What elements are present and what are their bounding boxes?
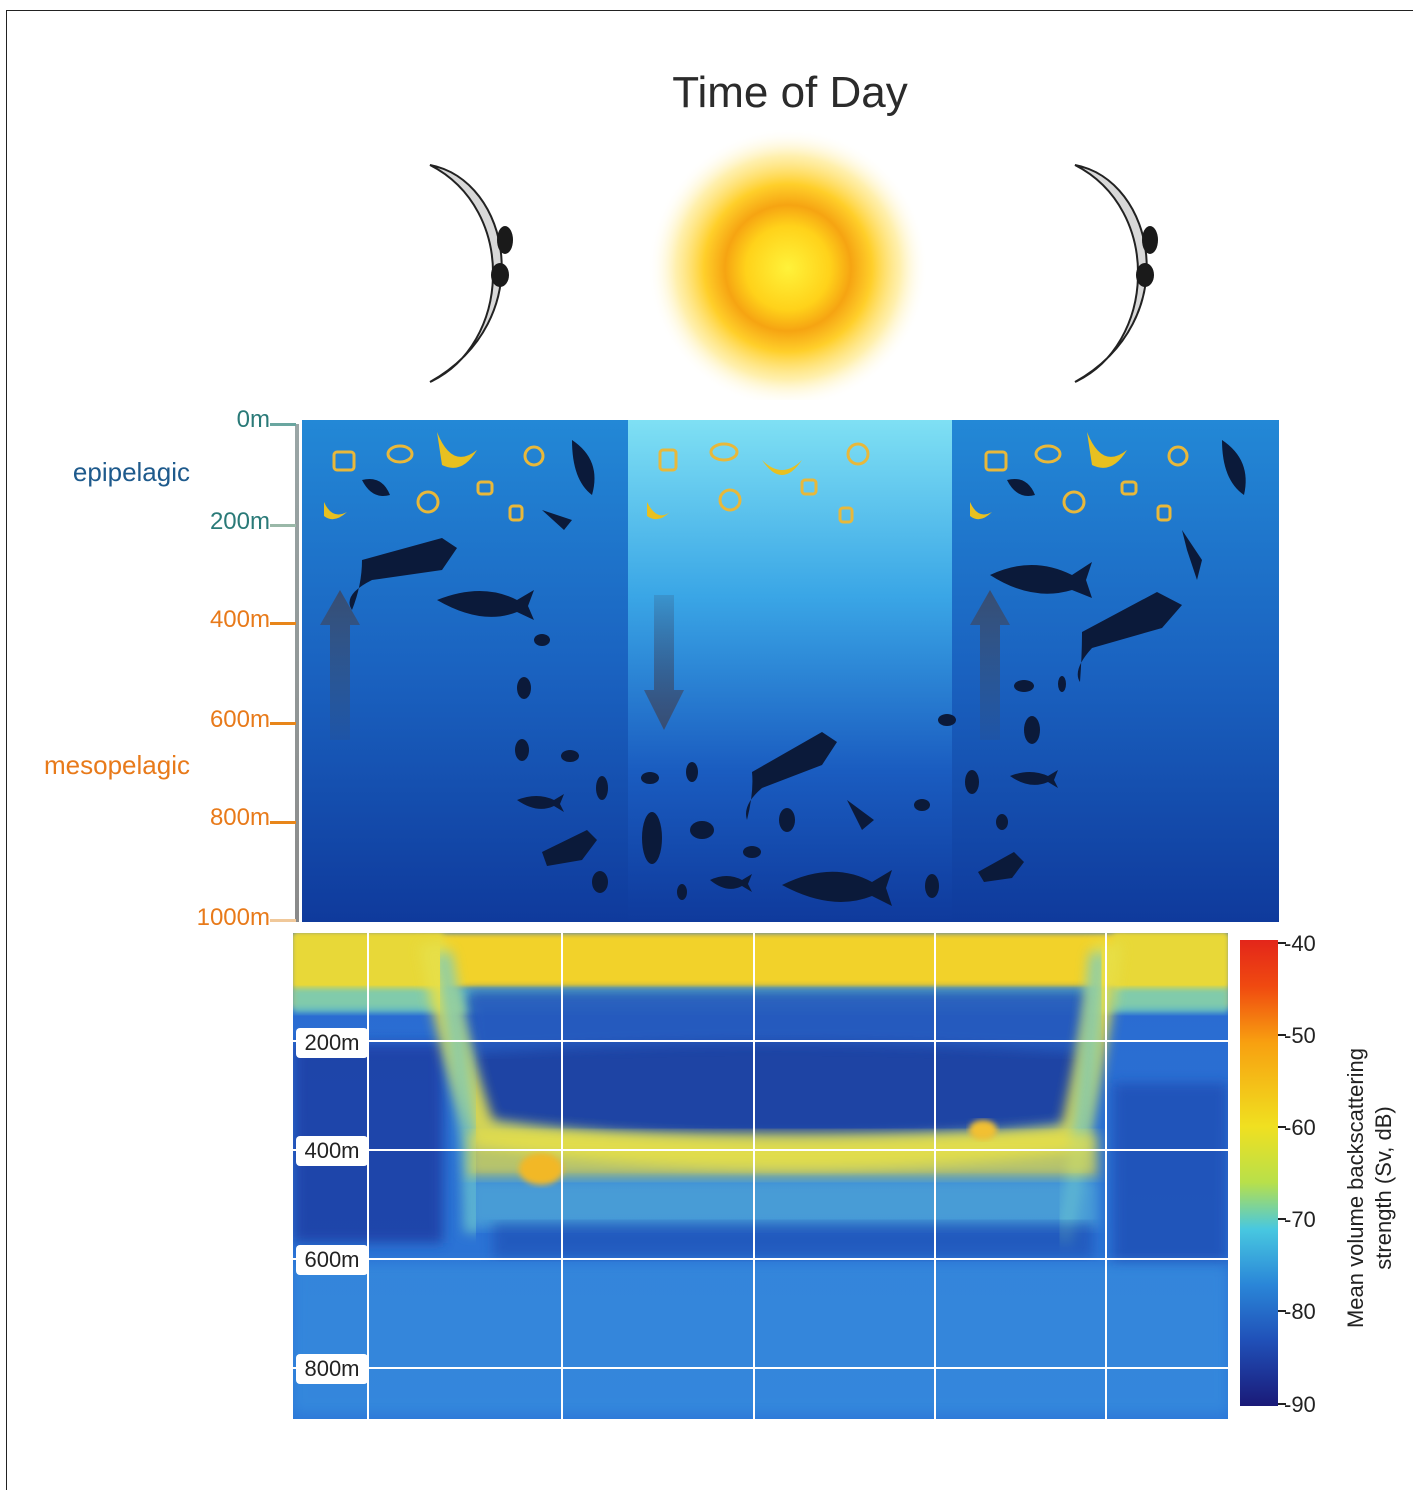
echogram-depth-400: 400m [296,1136,368,1166]
echogram-depth-800: 800m [296,1354,368,1384]
arrow-up-left [320,590,360,740]
depth-tick-0 [270,423,296,426]
sky-row [429,130,1158,400]
ocean-illustration [302,420,1279,922]
echogram-heatmap [293,933,1228,1419]
depth-label-0: 0m [236,406,270,433]
moon-icon [429,164,513,383]
colorbar-label: -70 [1284,1207,1316,1232]
colorbar-label: -60 [1284,1115,1316,1140]
depth-tick-600 [270,722,296,725]
depth-label-1000: 1000m [196,904,270,931]
arrow-up-right [970,590,1010,740]
colorbar-tick [1278,1126,1286,1128]
depth-tick-800 [270,821,296,824]
echogram [293,933,1228,1419]
depth-label-200: 200m [209,508,270,535]
moon-icon [1074,164,1158,383]
depth-label-400: 400m [209,606,270,633]
depth-ruler [295,424,299,922]
colorbar [1240,940,1278,1406]
depth-tick-1000 [270,919,296,922]
zone-mesopelagic: mesopelagic [44,750,190,780]
colorbar-tick [1278,1310,1286,1312]
arrow-down-center [644,595,684,730]
figure-title: Time of Day [672,68,908,117]
echogram-depth-200: 200m [296,1028,368,1058]
colorbar-label: -40 [1284,931,1316,956]
colorbar-label: -90 [1284,1392,1316,1417]
colorbar-tick [1278,1403,1286,1405]
figure-frame [6,10,1413,1490]
colorbar-tick [1278,942,1286,944]
ocean-panel [302,420,1279,922]
depth-tick-200 [270,524,296,527]
depth-label-800: 800m [209,804,270,831]
colorbar-title: Mean volume backscattering strength (Sv,… [1342,1048,1398,1328]
colorbar-tick [1278,1034,1286,1036]
echogram-depth-600: 600m [296,1245,368,1275]
depth-label-600: 600m [209,706,270,733]
colorbar-label: -80 [1284,1299,1316,1324]
colorbar-tick [1278,1218,1286,1220]
colorbar-label: -50 [1284,1023,1316,1048]
zone-epipelagic: epipelagic [72,457,190,487]
depth-tick-400 [270,622,296,625]
sun-icon [648,130,928,400]
colorbar-title-line2: strength (Sv, dB) [1371,1106,1396,1270]
colorbar-title-line1: Mean volume backscattering [1343,1047,1368,1329]
